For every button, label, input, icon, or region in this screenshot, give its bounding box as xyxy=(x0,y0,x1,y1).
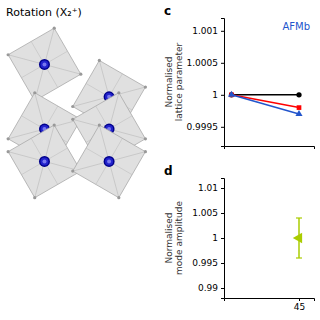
octahedron-center xyxy=(39,59,50,70)
octahedron-diagonal xyxy=(35,28,54,101)
octahedron-center xyxy=(40,60,48,68)
octahedron-corner xyxy=(33,196,36,199)
octahedron-corner xyxy=(71,170,74,173)
marker xyxy=(297,105,302,110)
tick-mark xyxy=(221,95,224,96)
y-axis-label: Normalisedmode amplitude xyxy=(164,201,184,275)
tick-label: 1.01 xyxy=(198,183,218,193)
octahedron-center xyxy=(39,156,50,167)
tick-label: 1.001 xyxy=(192,26,218,36)
octahedron-corner xyxy=(98,123,101,126)
line xyxy=(232,94,300,96)
octahedron-corner xyxy=(7,53,10,56)
line xyxy=(232,95,300,108)
axis-line xyxy=(221,179,225,299)
chart: Rotation (X₂⁺) 0.9995 1 1.0005 1.001 Normalis… xyxy=(0,0,320,320)
tick-mark xyxy=(221,263,224,264)
marker xyxy=(295,110,302,116)
octahedron-center xyxy=(107,159,111,163)
axis-line xyxy=(225,147,315,150)
annotation: AFMb xyxy=(282,21,310,32)
tick-label: 0.99 xyxy=(198,283,218,293)
octahedron-corner xyxy=(98,59,101,62)
panel-label: d xyxy=(164,164,173,178)
octahedron-square xyxy=(8,125,81,198)
tick-label: 1 xyxy=(212,233,218,243)
tick-mark xyxy=(299,298,300,301)
octahedron-square xyxy=(8,28,81,101)
tick: 1.001 xyxy=(192,26,224,36)
tick: 1 xyxy=(212,90,224,100)
tick-label: 0.995 xyxy=(192,258,218,268)
y-axis: 0.99 0.995 1 1.005 1.01 xyxy=(192,179,224,299)
tick: 45 xyxy=(294,298,305,312)
panel-label: c xyxy=(164,4,171,18)
x-axis: 45 xyxy=(225,298,315,312)
octahedron-center xyxy=(105,157,113,165)
octahedron-corner xyxy=(79,73,82,76)
axis-line xyxy=(225,299,315,302)
marker xyxy=(293,233,302,244)
octahedron-corner xyxy=(53,123,56,126)
tick-label: 0.9995 xyxy=(187,122,219,132)
tick: 1.0005 xyxy=(187,58,225,68)
octahedron-corner xyxy=(117,91,120,94)
octahedron-square xyxy=(73,125,146,198)
tick-mark xyxy=(221,63,224,64)
octahedron-center xyxy=(42,159,46,163)
octahedron-corner xyxy=(71,118,74,121)
plot-area xyxy=(228,91,303,116)
tick: 1 xyxy=(212,233,224,243)
tick-label: 1 xyxy=(212,90,218,100)
tick-mark xyxy=(221,288,224,289)
octahedron-diagonal xyxy=(8,55,81,74)
marker xyxy=(296,92,301,97)
octahedron-center xyxy=(40,157,48,165)
octahedron xyxy=(71,123,147,199)
error-bar-cap xyxy=(296,257,302,258)
tick-label: 1.0005 xyxy=(187,58,219,68)
octahedron-center xyxy=(104,156,115,167)
y-axis: 0.9995 1 1.0005 1.001 xyxy=(187,19,225,147)
octahedron-diagonal xyxy=(73,152,146,171)
octahedron-corner xyxy=(33,91,36,94)
octahedron-diagonal xyxy=(99,125,118,198)
tick-label: 1.005 xyxy=(192,208,218,218)
octahedron xyxy=(7,123,83,199)
octahedron-corner xyxy=(53,27,56,30)
panel: 0.9995 1 1.0005 1.001 Normalisedlattice para… xyxy=(164,4,315,149)
octahedron-corner xyxy=(71,105,74,108)
tick-label: 45 xyxy=(294,302,305,312)
y-axis-label: Normalisedlattice parameter xyxy=(164,42,184,121)
schematic xyxy=(7,27,147,200)
octahedron xyxy=(7,27,83,103)
tick-mark xyxy=(221,127,224,128)
tick-mark xyxy=(221,188,224,189)
tick-mark xyxy=(221,213,224,214)
marker xyxy=(228,91,235,97)
octahedron-diagonal xyxy=(8,152,81,171)
octahedron-corner xyxy=(144,137,147,140)
panel: 0.99 0.995 1 1.005 1.01 45 Normalisedmode ampl… xyxy=(164,164,315,312)
octahedron-corner xyxy=(144,150,147,153)
axis-line xyxy=(221,19,225,147)
tick: 1.005 xyxy=(192,208,224,218)
tick: 0.9995 xyxy=(187,122,225,132)
error-bar-cap xyxy=(296,217,302,218)
tick: 0.99 xyxy=(198,283,224,293)
line xyxy=(232,95,300,114)
plot-area xyxy=(293,218,302,258)
octahedron-center xyxy=(42,62,46,66)
octahedron-corner xyxy=(7,150,10,153)
tick: 1.01 xyxy=(198,183,224,193)
octahedron-corner xyxy=(117,196,120,199)
tick: 0.995 xyxy=(192,258,224,268)
tick-mark xyxy=(221,31,224,32)
octahedron-corner xyxy=(7,137,10,140)
title: Rotation (X₂⁺) xyxy=(6,6,82,19)
octahedron-diagonal xyxy=(35,125,54,198)
x-axis xyxy=(225,147,315,150)
tick-mark xyxy=(221,238,224,239)
octahedron-corner xyxy=(144,85,147,88)
